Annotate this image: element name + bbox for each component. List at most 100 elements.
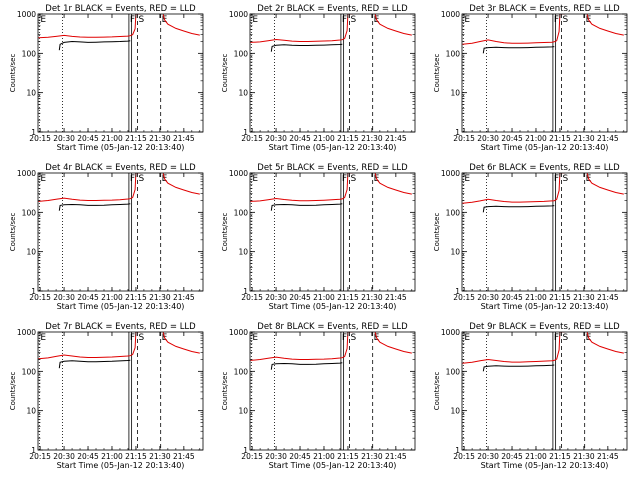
plot-frame bbox=[249, 13, 416, 133]
series-events bbox=[482, 205, 555, 213]
panel-title: Det 4r BLACK = Events, RED = LLD bbox=[45, 163, 196, 173]
y-tick-label: 10 bbox=[450, 407, 460, 416]
y-axis-label: Counts/sec bbox=[221, 213, 229, 252]
marker-label: E bbox=[464, 333, 470, 343]
plot-frame bbox=[461, 331, 628, 451]
y-tick-label: 10 bbox=[26, 89, 36, 98]
y-tick-label: 1000 bbox=[229, 328, 248, 337]
x-tick-label: 21:15 bbox=[549, 293, 571, 302]
y-tick-label: 1 bbox=[243, 128, 248, 137]
x-tick-label: 20:15 bbox=[29, 452, 51, 461]
y-tick-label: 10 bbox=[238, 89, 248, 98]
x-tick-label: 20:30 bbox=[53, 134, 75, 143]
x-axis-label: Start Time (05-Jan-12 20:13:40) bbox=[57, 302, 185, 311]
marker-label: S bbox=[139, 333, 145, 343]
x-tick-label: 21:45 bbox=[385, 134, 407, 143]
y-tick-label: 1 bbox=[455, 128, 460, 137]
x-tick-label: 21:00 bbox=[101, 293, 123, 302]
series-lld bbox=[250, 332, 353, 361]
x-tick-label: 21:45 bbox=[385, 293, 407, 302]
marker-label: S bbox=[563, 333, 569, 343]
x-tick-label: 21:45 bbox=[173, 134, 195, 143]
x-tick-label: 20:15 bbox=[241, 293, 263, 302]
marker-label: S bbox=[563, 15, 569, 25]
marker-label: F bbox=[130, 333, 135, 343]
series-lld bbox=[38, 14, 141, 39]
y-tick-label: 1000 bbox=[441, 328, 460, 337]
x-tick-label: 21:15 bbox=[337, 293, 359, 302]
y-axis-label: Counts/sec bbox=[9, 372, 17, 411]
x-tick-label: 21:30 bbox=[361, 293, 383, 302]
marker-label: E bbox=[40, 333, 46, 343]
y-tick-label: 1000 bbox=[17, 10, 36, 19]
y-tick-label: 10 bbox=[450, 89, 460, 98]
marker-label: E bbox=[464, 15, 470, 25]
x-tick-label: 20:15 bbox=[453, 293, 475, 302]
plot-frame bbox=[461, 13, 628, 133]
panel-title: Det 7r BLACK = Events, RED = LLD bbox=[45, 322, 196, 332]
y-tick-label: 1000 bbox=[229, 10, 248, 19]
y-axis-label: Counts/sec bbox=[221, 372, 229, 411]
x-axis-label: Start Time (05-Jan-12 20:13:40) bbox=[269, 143, 397, 152]
x-axis-label: Start Time (05-Jan-12 20:13:40) bbox=[481, 143, 609, 152]
marker-label: F bbox=[342, 174, 347, 184]
x-tick-label: 21:30 bbox=[361, 452, 383, 461]
y-tick-label: 100 bbox=[22, 49, 37, 58]
series-lld bbox=[462, 332, 565, 364]
series-lld-tail bbox=[162, 332, 200, 354]
x-tick-label: 20:15 bbox=[29, 134, 51, 143]
marker-label: S bbox=[139, 174, 145, 184]
y-tick-label: 1000 bbox=[17, 328, 36, 337]
marker-label: S bbox=[563, 174, 569, 184]
series-lld-tail bbox=[374, 332, 412, 354]
series-events bbox=[270, 43, 343, 52]
y-tick-label: 10 bbox=[26, 248, 36, 257]
x-tick-label: 21:45 bbox=[173, 293, 195, 302]
plot-frame bbox=[461, 172, 628, 292]
y-tick-label: 1000 bbox=[441, 10, 460, 19]
x-tick-label: 21:00 bbox=[101, 452, 123, 461]
x-tick-label: 21:00 bbox=[525, 452, 547, 461]
x-tick-label: 21:00 bbox=[313, 134, 335, 143]
x-axis-label: Start Time (05-Jan-12 20:13:40) bbox=[57, 143, 185, 152]
y-tick-label: 1 bbox=[31, 128, 36, 137]
series-lld-tail bbox=[374, 173, 412, 195]
x-axis-label: Start Time (05-Jan-12 20:13:40) bbox=[57, 461, 185, 470]
x-tick-label: 20:30 bbox=[265, 134, 287, 143]
x-tick-label: 21:00 bbox=[313, 293, 335, 302]
marker-label: F bbox=[130, 174, 135, 184]
series-events bbox=[482, 364, 555, 372]
series-events bbox=[58, 359, 131, 369]
marker-label: E bbox=[464, 174, 470, 184]
y-tick-label: 100 bbox=[234, 208, 249, 217]
x-tick-label: 21:30 bbox=[149, 134, 171, 143]
series-lld bbox=[462, 173, 565, 204]
panel-title: Det 5r BLACK = Events, RED = LLD bbox=[257, 163, 408, 173]
y-axis-label: Counts/sec bbox=[433, 54, 441, 93]
series-lld-tail bbox=[162, 14, 200, 36]
x-tick-label: 21:45 bbox=[597, 452, 619, 461]
series-lld bbox=[38, 332, 141, 360]
x-tick-label: 21:15 bbox=[125, 134, 147, 143]
x-tick-label: 20:30 bbox=[477, 293, 499, 302]
marker-label: S bbox=[351, 15, 357, 25]
x-tick-label: 20:30 bbox=[265, 293, 287, 302]
x-tick-label: 20:45 bbox=[501, 293, 523, 302]
x-tick-label: 20:15 bbox=[241, 134, 263, 143]
y-axis-label: Counts/sec bbox=[433, 372, 441, 411]
x-tick-label: 20:30 bbox=[265, 452, 287, 461]
x-tick-label: 20:15 bbox=[453, 134, 475, 143]
x-tick-label: 20:30 bbox=[477, 452, 499, 461]
x-axis-label: Start Time (05-Jan-12 20:13:40) bbox=[481, 302, 609, 311]
marker-label: E bbox=[252, 174, 258, 184]
series-events bbox=[270, 203, 343, 211]
x-tick-label: 21:15 bbox=[549, 452, 571, 461]
marker-label: S bbox=[351, 333, 357, 343]
y-tick-label: 10 bbox=[26, 407, 36, 416]
y-tick-label: 100 bbox=[446, 367, 461, 376]
